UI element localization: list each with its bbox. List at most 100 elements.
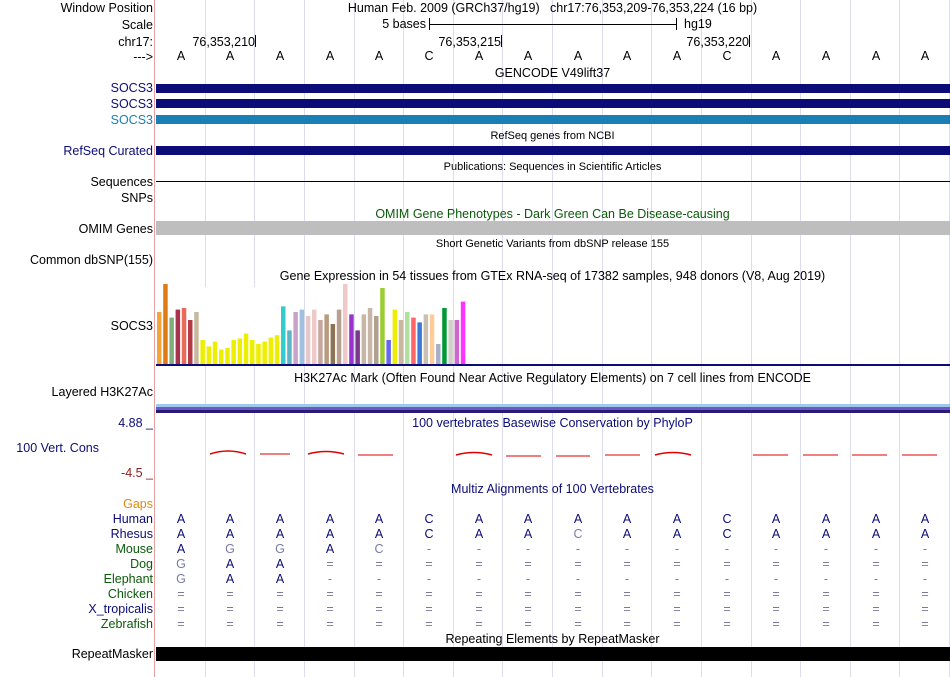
repeatmasker-label[interactable]: RepeatMasker [71, 647, 153, 661]
gtex-tissue-bar[interactable] [355, 330, 360, 364]
omim-bar[interactable] [156, 221, 950, 235]
gtex-label[interactable]: SOCS3 [110, 319, 153, 333]
gencode-item-label-1[interactable]: SOCS3 [110, 81, 153, 95]
gtex-tissue-bar[interactable] [423, 314, 429, 364]
alignment-base: = [475, 557, 483, 571]
gtex-tissue-bar[interactable] [305, 316, 311, 364]
repeatmasker-bar[interactable] [156, 647, 950, 661]
gtex-tissue-bar[interactable] [250, 340, 255, 364]
h3k27ac-label[interactable]: Layered H3K27Ac [51, 385, 153, 399]
gtex-tissue-bar[interactable] [417, 322, 422, 364]
snps-label[interactable]: SNPs [121, 191, 153, 205]
omim-track-title[interactable]: OMIM Gene Phenotypes - Dark Green Can Be… [375, 207, 730, 221]
gencode-track-title[interactable]: GENCODE V49lift37 [494, 66, 611, 80]
gtex-tissue-bar[interactable] [330, 324, 336, 364]
refseq-bar[interactable] [156, 146, 950, 155]
species-label-rhesus[interactable]: Rhesus [110, 527, 153, 541]
gtex-tissue-bar[interactable] [188, 320, 193, 364]
species-label-mouse[interactable]: Mouse [115, 542, 153, 556]
gtex-tissue-bar[interactable] [442, 308, 447, 364]
alignment-base: - [724, 572, 730, 586]
gtex-tissue-bar[interactable] [231, 340, 236, 364]
gtex-tissue-bar[interactable] [392, 309, 398, 364]
gtex-tissue-bar[interactable] [380, 288, 385, 364]
gtex-tissue-bar[interactable] [219, 349, 224, 364]
gtex-tissue-bar[interactable] [460, 301, 466, 364]
gtex-tissue-bar[interactable] [262, 341, 267, 364]
species-label-zebrafish[interactable]: Zebrafish [100, 617, 153, 631]
gtex-tissue-bar[interactable] [343, 284, 348, 364]
gtex-tissue-bar[interactable] [243, 333, 249, 364]
gtex-tissue-bar[interactable] [293, 312, 298, 364]
gtex-tissue-bar[interactable] [256, 344, 261, 364]
publications-label[interactable]: Sequences [90, 175, 153, 189]
species-label-x-tropicalis[interactable]: X_tropicalis [88, 602, 153, 616]
species-label-chicken[interactable]: Chicken [107, 587, 153, 601]
gtex-tissue-bar[interactable] [318, 320, 323, 364]
gtex-tissue-bar[interactable] [429, 314, 435, 364]
gencode-bar-3[interactable] [156, 115, 950, 124]
gtex-tissue-bar[interactable] [212, 341, 218, 364]
gtex-tissue-bar[interactable] [398, 320, 404, 364]
alignment-base: A [275, 512, 285, 526]
multiz-track-title[interactable]: Multiz Alignments of 100 Vertebrates [451, 482, 654, 496]
gtex-tissue-bar[interactable] [281, 306, 286, 364]
repeatmasker-track-title[interactable]: Repeating Elements by RepeatMasker [445, 632, 660, 646]
alignment-base: = [772, 617, 780, 631]
h3k27ac-signal[interactable] [156, 404, 950, 413]
gtex-tissue-bar[interactable] [411, 317, 416, 364]
dbsnp-track-title[interactable]: Short Genetic Variants from dbSNP releas… [435, 238, 670, 250]
gtex-tissue-bar[interactable] [454, 320, 460, 364]
gtex-track-title[interactable]: Gene Expression in 54 tissues from GTEx … [279, 269, 826, 283]
refseq-track-title[interactable]: RefSeq genes from NCBI [490, 130, 615, 142]
alignment-base: = [673, 602, 681, 616]
gencode-bar-2[interactable] [156, 99, 950, 108]
gtex-tissue-bar[interactable] [200, 340, 205, 364]
gtex-tissue-bar[interactable] [336, 309, 342, 364]
gtex-tissue-bar[interactable] [163, 284, 168, 364]
gtex-tissue-bar[interactable] [386, 340, 391, 364]
species-label-human[interactable]: Human [112, 512, 153, 526]
gtex-tissue-bar[interactable] [448, 320, 453, 364]
gtex-tissue-bar[interactable] [324, 314, 329, 364]
gtex-tissue-bar[interactable] [237, 338, 243, 364]
alignment-base: = [177, 617, 185, 631]
phylop-label[interactable]: 100 Vert. Cons [16, 441, 99, 455]
gtex-tissue-bar[interactable] [175, 309, 181, 364]
gtex-tissue-bar[interactable] [274, 335, 280, 364]
dbsnp-label[interactable]: Common dbSNP(155) [30, 253, 153, 267]
gtex-tissue-bar[interactable] [268, 337, 274, 364]
gtex-tissue-bar[interactable] [349, 314, 354, 364]
species-label-elephant[interactable]: Elephant [103, 572, 153, 586]
reference-base: A [176, 49, 186, 63]
phylop-track-title[interactable]: 100 vertebrates Basewise Conservation by… [412, 416, 693, 430]
gtex-tissue-bar[interactable] [225, 348, 230, 364]
gtex-tissue-bar[interactable] [287, 330, 292, 364]
gtex-tissue-bar[interactable] [361, 314, 367, 364]
alignment-base: = [872, 602, 880, 616]
gtex-tissue-bar[interactable] [367, 308, 373, 364]
gtex-tissue-bar[interactable] [312, 309, 317, 364]
gencode-item-label-3[interactable]: SOCS3 [110, 113, 153, 127]
gtex-tissue-bar[interactable] [405, 312, 410, 364]
gtex-tissue-bar[interactable] [299, 309, 305, 364]
alignment-base: C [722, 527, 732, 541]
gencode-bar-1[interactable] [156, 84, 950, 93]
gtex-tissue-bar[interactable] [157, 312, 162, 364]
gtex-tissue-bar[interactable] [206, 346, 212, 364]
gaps-label[interactable]: Gaps [123, 497, 153, 511]
gtex-tissue-bar[interactable] [374, 316, 379, 364]
gtex-tissue-bar[interactable] [181, 308, 187, 364]
gtex-tissue-bar[interactable] [169, 317, 174, 364]
species-label-dog[interactable]: Dog [130, 557, 153, 571]
omim-label[interactable]: OMIM Genes [78, 222, 153, 236]
refseq-label[interactable]: RefSeq Curated [63, 144, 153, 158]
gtex-tissue-bar[interactable] [436, 344, 441, 364]
gencode-item-label-2[interactable]: SOCS3 [110, 97, 153, 111]
h3k27ac-track-title[interactable]: H3K27Ac Mark (Often Found Near Active Re… [294, 371, 811, 385]
alignment-base: - [476, 572, 482, 586]
gtex-tissue-bar[interactable] [194, 312, 199, 364]
publications-track-title[interactable]: Publications: Sequences in Scientific Ar… [443, 161, 662, 173]
